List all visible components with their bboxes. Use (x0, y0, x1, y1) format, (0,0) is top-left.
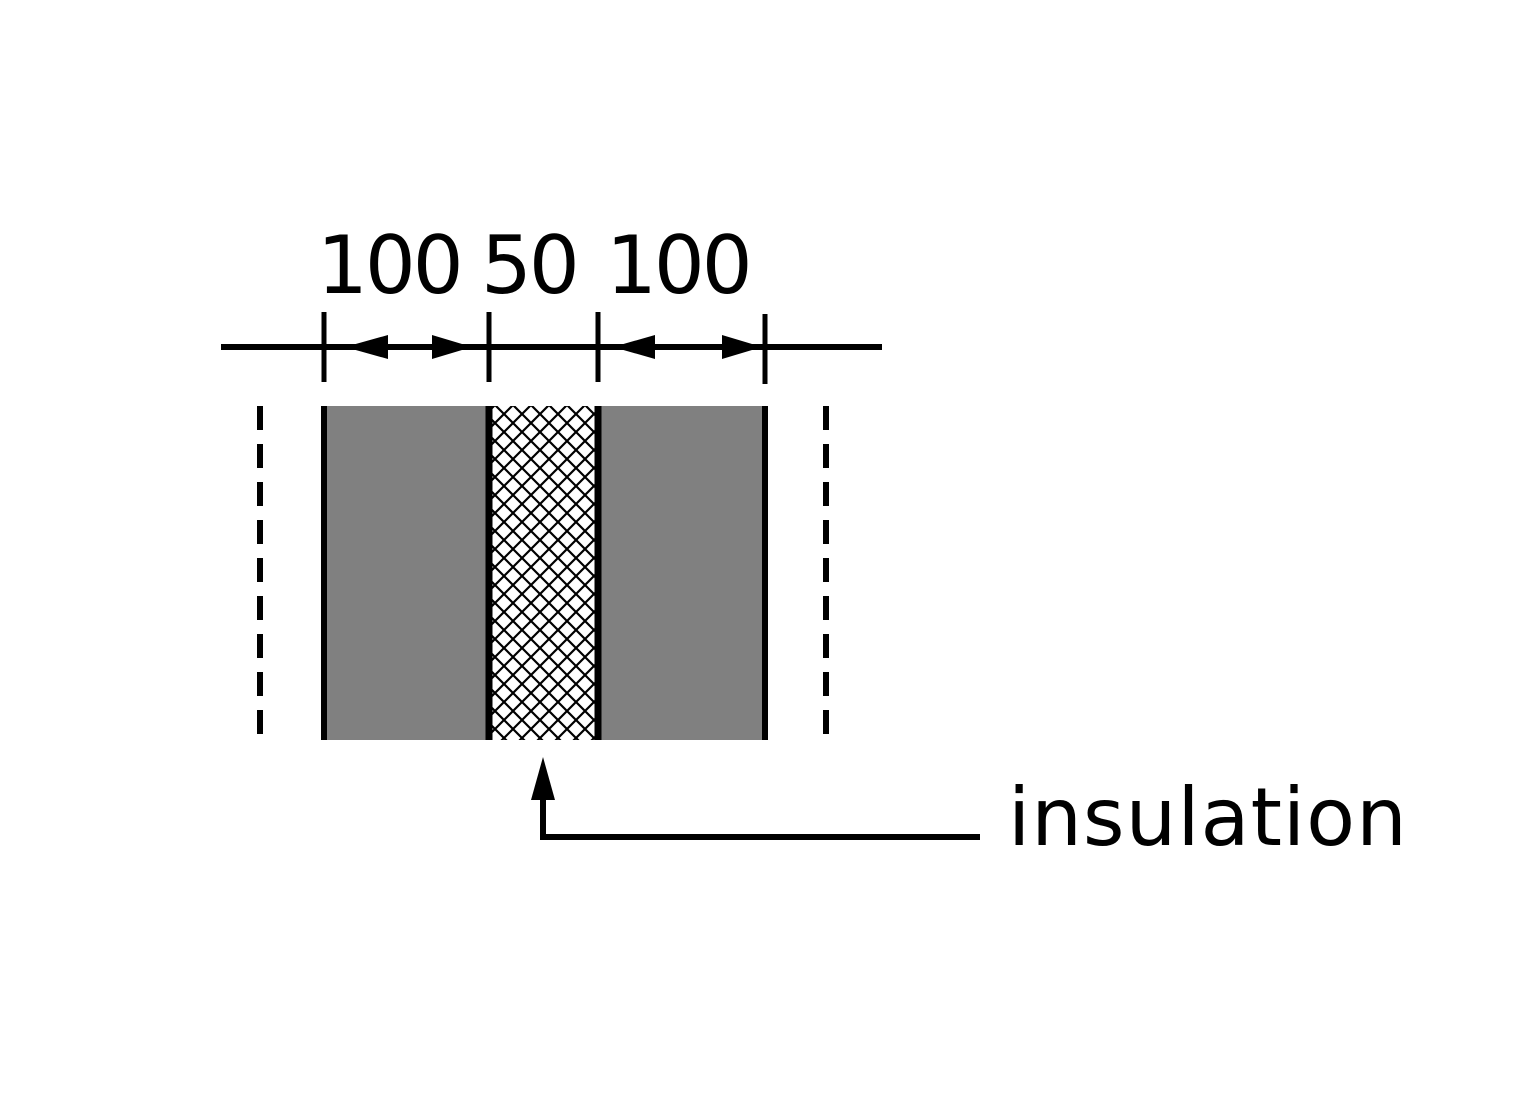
dimension-label-insulation-layer: 50 (481, 219, 577, 312)
dimension-line (221, 312, 882, 384)
dimension-label-left-layer: 100 (317, 219, 461, 312)
right-solid-layer (598, 406, 765, 740)
dimension-arrowhead (722, 335, 762, 359)
dimension-label-right-layer: 100 (606, 219, 750, 312)
dimension-arrowhead (345, 335, 388, 359)
left-solid-layer (324, 406, 489, 740)
insulation-layer (489, 406, 598, 740)
insulation-callout-leader (531, 757, 980, 840)
dimension-arrowhead (613, 335, 655, 359)
callout-arrowhead (531, 757, 555, 800)
dimension-arrowhead (432, 335, 472, 359)
insulation-callout-label: insulation (1008, 771, 1408, 864)
